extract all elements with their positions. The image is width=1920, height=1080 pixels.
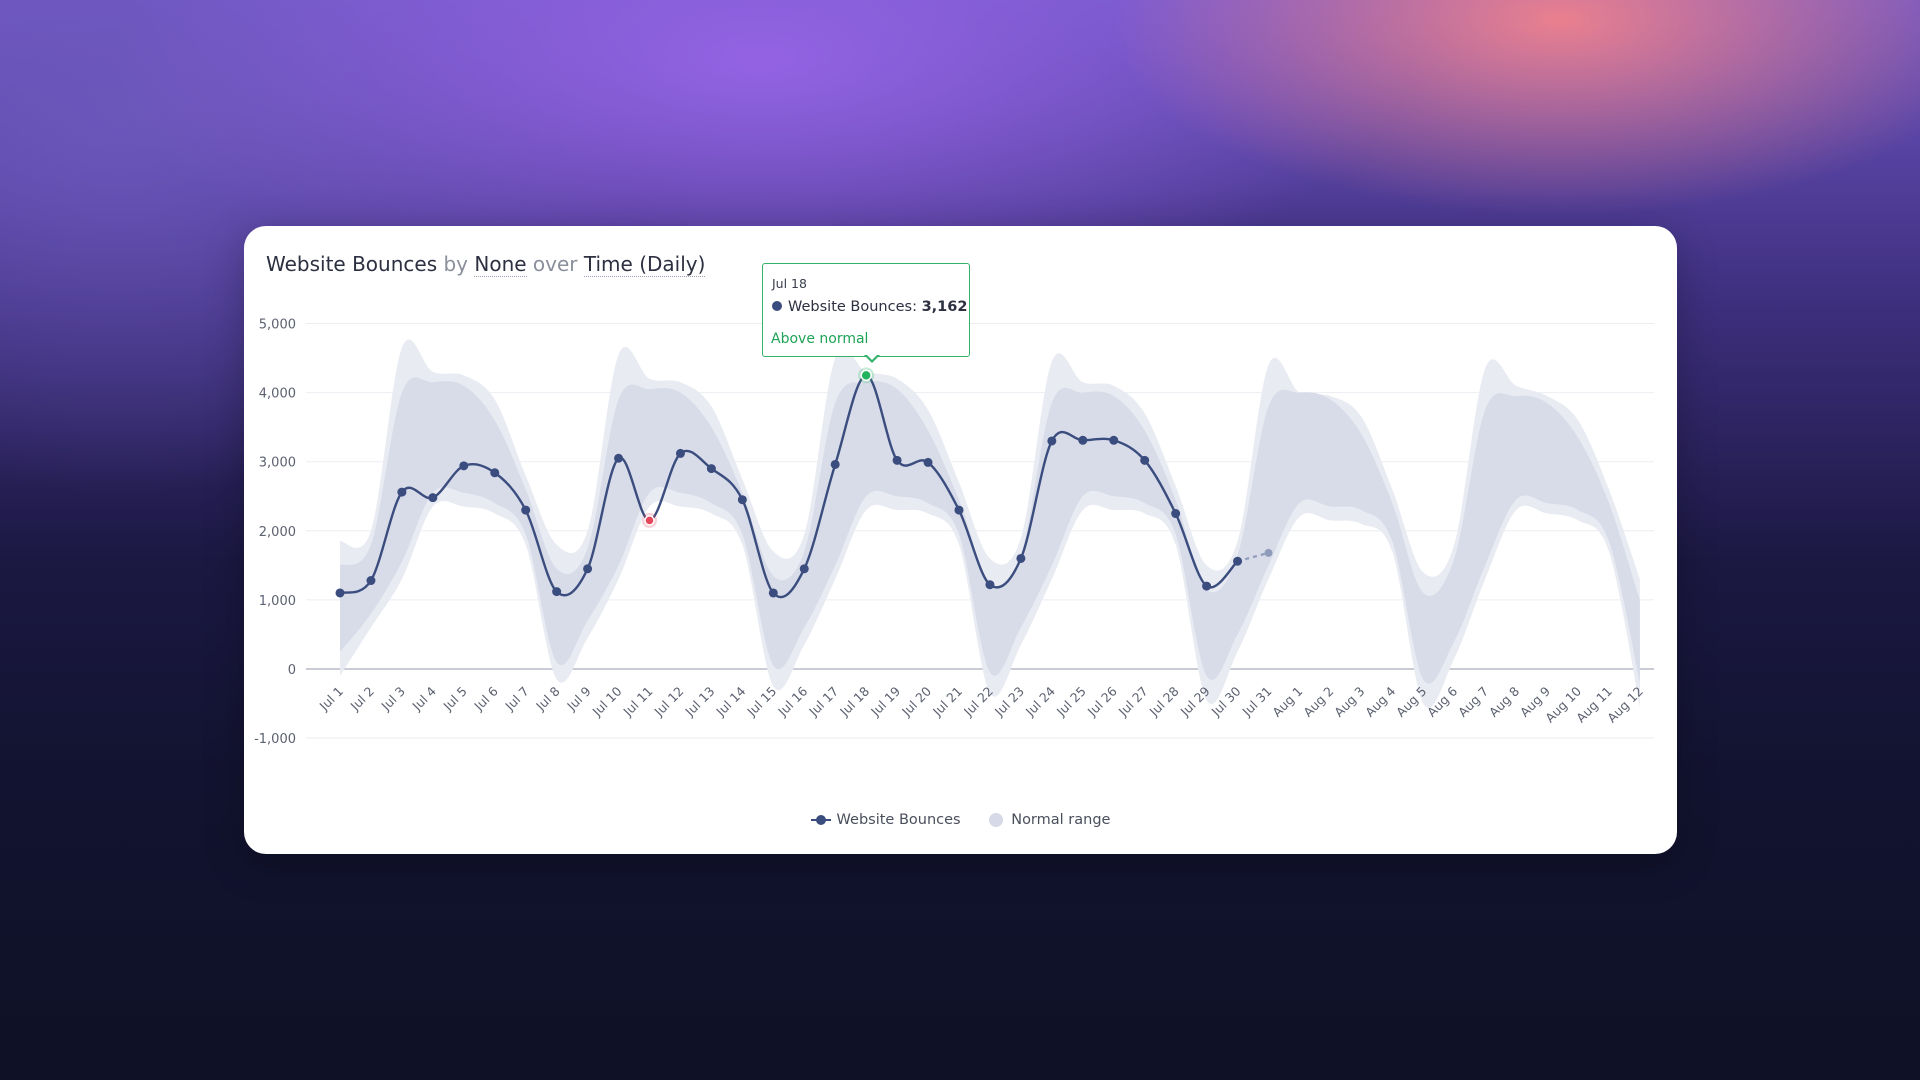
x-tick-label: Jul 11	[620, 684, 656, 720]
data-point	[459, 461, 469, 471]
group-by-selector[interactable]: None	[474, 252, 527, 277]
data-point	[583, 564, 593, 574]
tooltip-status: Above normal	[771, 331, 869, 347]
y-tick-label: 0	[288, 663, 296, 678]
legend-label-band: Normal range	[1011, 812, 1111, 828]
x-tick-label: Jul 5	[440, 684, 470, 714]
x-tick-label: Aug 2	[1300, 684, 1336, 720]
x-tick-label: Jul 22	[960, 684, 996, 720]
data-point	[830, 459, 840, 469]
over-word: over	[532, 252, 578, 276]
data-point	[923, 457, 933, 467]
data-point	[799, 564, 809, 574]
legend-label-series: Website Bounces	[836, 812, 961, 828]
tooltip-pointer	[864, 354, 880, 363]
normal-range-inner-band	[340, 377, 1640, 684]
data-point	[768, 588, 778, 598]
band-series-icon	[989, 813, 1004, 827]
x-tick-label: Jul 8	[532, 683, 562, 713]
x-tick-label: Aug 7	[1455, 684, 1491, 720]
tooltip-series-name: Website Bounces	[788, 299, 913, 315]
data-point	[366, 576, 376, 586]
interval-selector[interactable]: Time (Daily)	[583, 252, 706, 277]
chart-legend: Website Bounces Normal range	[244, 812, 1677, 828]
data-point	[552, 587, 562, 597]
x-tick-label: Aug 4	[1362, 683, 1398, 719]
x-tick-label: Jul 3	[378, 684, 408, 714]
x-tick-label: Jul 13	[681, 684, 717, 720]
data-point	[1233, 556, 1243, 566]
x-tick-label: Jul 2	[347, 684, 377, 714]
data-point	[428, 493, 438, 503]
series-dot-icon	[772, 301, 782, 311]
data-point	[614, 453, 624, 463]
x-tick-label: Aug 8	[1486, 683, 1522, 719]
data-point-forecast	[1264, 548, 1273, 557]
x-tick-label: Jul 14	[712, 683, 748, 719]
x-tick-label: Jul 19	[867, 683, 903, 719]
x-tick-label: Jul 18	[836, 683, 872, 719]
data-point	[1202, 581, 1212, 591]
x-tick-label: Aug 1	[1269, 684, 1305, 720]
y-tick-label: 4,000	[259, 387, 296, 402]
x-tick-label: Jul 26	[1084, 683, 1120, 719]
data-point	[1109, 435, 1119, 445]
x-tick-label: Jul 29	[1177, 683, 1213, 719]
data-point	[892, 455, 902, 465]
y-tick-label: 5,000	[259, 318, 296, 333]
data-point	[675, 448, 685, 458]
y-tick-label: 2,000	[259, 525, 296, 540]
tooltip-value: 3,162	[921, 299, 968, 315]
data-point	[490, 468, 500, 478]
data-point-below-normal	[644, 515, 655, 526]
y-tick-label: -1,000	[254, 732, 296, 747]
x-tick-label: Jul 10	[589, 683, 625, 719]
legend-item-website-bounces[interactable]: Website Bounces	[810, 812, 961, 828]
x-tick-label: Aug 3	[1331, 684, 1367, 720]
data-point	[397, 487, 407, 497]
data-point	[335, 588, 345, 598]
x-tick-label: Jul 28	[1146, 683, 1182, 719]
data-point	[985, 580, 995, 590]
y-tick-label: 1,000	[259, 594, 296, 609]
x-tick-label: Jul 21	[929, 684, 965, 720]
x-tick-label: Jul 31	[1239, 684, 1275, 720]
data-point	[1140, 455, 1150, 465]
tooltip-series-row: Website Bounces: 3,162	[772, 299, 967, 315]
data-point	[737, 495, 747, 505]
metric-label: Website Bounces	[266, 252, 438, 276]
data-point-above-normal	[860, 369, 872, 382]
x-tick-label: Jul 20	[898, 683, 934, 719]
x-tick-label: Jul 17	[805, 684, 841, 720]
chart-title: Website Bounces by None over Time (Daily…	[266, 252, 706, 277]
data-point	[954, 505, 964, 515]
legend-item-normal-range[interactable]: Normal range	[989, 812, 1110, 828]
x-tick-label: Jul 7	[501, 684, 531, 714]
data-point	[1078, 435, 1088, 445]
x-tick-label: Jul 6	[470, 683, 500, 713]
by-word: by	[443, 252, 469, 276]
tooltip-date: Jul 18	[772, 276, 807, 291]
data-point	[706, 464, 716, 474]
data-point	[1171, 509, 1181, 519]
x-tick-label: Jul 4	[409, 683, 439, 713]
y-tick-label: 3,000	[259, 456, 296, 471]
x-tick-label: Jul 12	[651, 684, 687, 720]
x-tick-label: Jul 27	[1115, 684, 1151, 720]
line-series-icon	[810, 815, 831, 825]
data-tooltip: Jul 18 Website Bounces: 3,162 Above norm…	[762, 263, 970, 357]
data-point	[1016, 553, 1026, 563]
x-tick-label: Jul 24	[1022, 683, 1058, 719]
series-line-forecast	[1237, 551, 1269, 563]
x-tick-label: Jul 15	[743, 684, 779, 720]
chart-card: Website Bounces by None over Time (Daily…	[244, 226, 1677, 854]
data-point	[1047, 436, 1057, 446]
data-point	[521, 505, 531, 515]
x-tick-label: Jul 25	[1053, 684, 1089, 720]
x-tick-label: Jul 1	[316, 684, 346, 714]
